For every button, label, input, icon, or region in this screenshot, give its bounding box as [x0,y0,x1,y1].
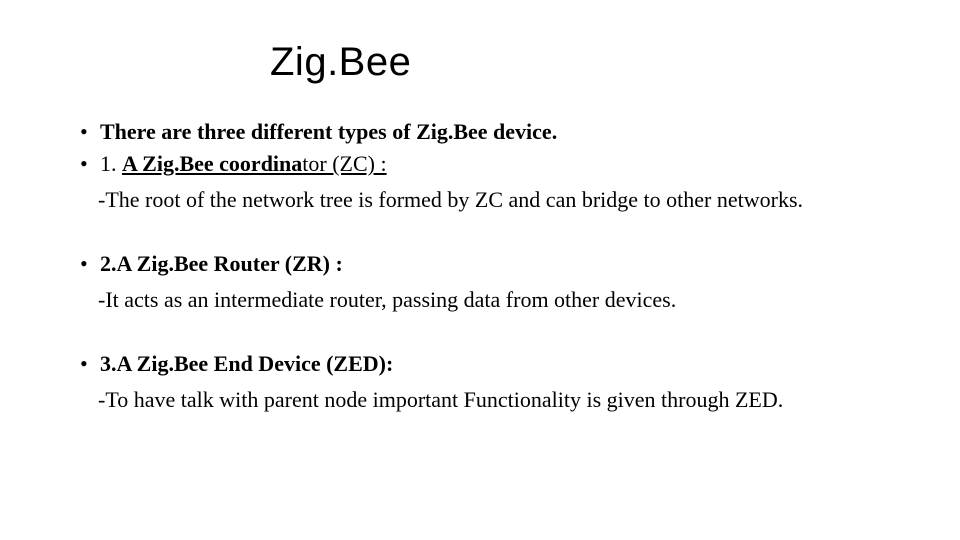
spacer [80,313,890,351]
item-1-head: • 1. A Zig.Bee coordinator (ZC) : [80,151,890,177]
item-3-sub: -To have talk with parent node important… [98,387,890,413]
slide: Zig.Bee • There are three different type… [0,0,960,540]
intro-text: There are three different types of Zig.B… [100,119,557,145]
item-2-sub: -It acts as an intermediate router, pass… [98,287,890,313]
item-3-head-text: 3.A Zig.Bee End Device (ZED): [100,351,393,377]
bullet-dot-icon: • [80,253,92,275]
item-2-num: 2. [100,251,117,276]
spacer [80,213,890,251]
item-2-head: • 2.A Zig.Bee Router (ZR) : [80,251,890,277]
item-3-num: 3. [100,351,117,376]
item-1-head-text: 1. A Zig.Bee coordinator (ZC) : [100,151,387,177]
intro-bullet: • There are three different types of Zig… [80,119,890,145]
bullet-dot-icon: • [80,153,92,175]
bullet-dot-icon: • [80,353,92,375]
item-3-bold: A Zig.Bee End Device (ZED): [117,351,394,376]
item-1-num: 1. [100,151,122,176]
item-1-tail: tor (ZC) : [302,151,386,176]
bullet-dot-icon: • [80,121,92,143]
slide-title: Zig.Bee [270,40,890,85]
item-1-bold: A Zig.Bee coordina [122,151,302,176]
item-1-sub: -The root of the network tree is formed … [98,187,890,213]
item-3-head: • 3.A Zig.Bee End Device (ZED): [80,351,890,377]
item-2-head-text: 2.A Zig.Bee Router (ZR) : [100,251,343,277]
item-2-bold: A Zig.Bee Router (ZR) : [117,251,343,276]
